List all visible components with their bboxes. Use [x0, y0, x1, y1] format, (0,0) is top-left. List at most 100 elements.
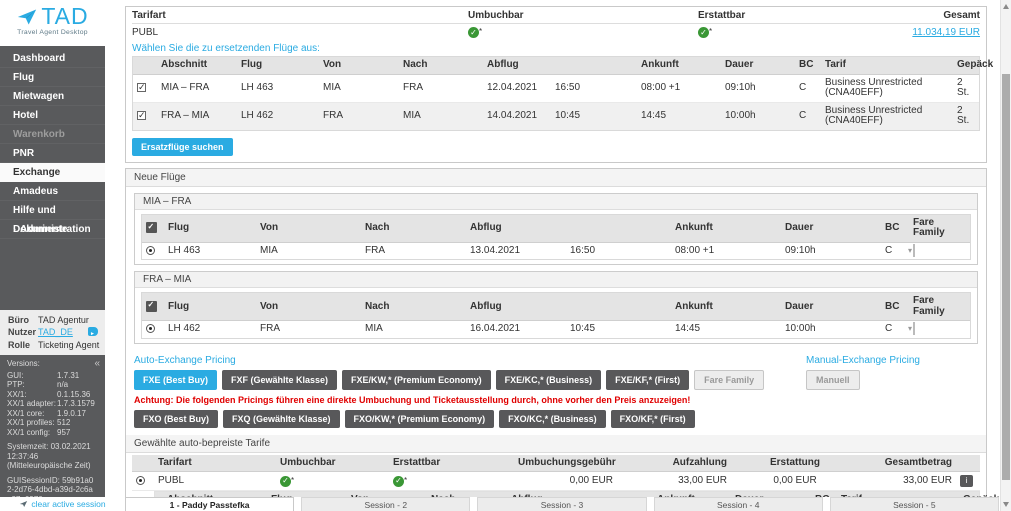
col-ankunft: Ankunft	[653, 492, 731, 497]
col-tarifart: Tarifart	[158, 456, 192, 468]
fare-family-select[interactable]	[913, 322, 915, 336]
col-fare-family: Fare Family	[913, 295, 945, 317]
gepaeck-cell: 2 St.	[957, 76, 970, 99]
scroll-up-arrow[interactable]	[1003, 4, 1009, 9]
footnote-asterisk: *	[709, 27, 713, 36]
fxe-kw-button[interactable]: FXE/KW,* (Premium Economy)	[342, 369, 491, 390]
select-flights-heading: Wählen Sie die zu ersetzenden Flüge aus:	[132, 43, 320, 55]
fxq-button[interactable]: FXQ (Gewählte Klasse)	[223, 409, 340, 428]
tarifart-cell: PUBL	[158, 475, 185, 487]
version-label: XX/1 config:	[7, 427, 51, 437]
version-label: XX/1 core:	[7, 408, 45, 418]
col-dauer: Dauer	[785, 300, 814, 312]
fxo-best-buy-button[interactable]: FXO (Best Buy)	[134, 409, 219, 428]
manual-exchange-pricing-title: Manual-Exchange Pricing	[806, 354, 920, 366]
session-tab-4[interactable]: Session - 4	[653, 497, 823, 511]
col-bc: BC	[811, 492, 837, 497]
switch-user-icon[interactable]	[88, 326, 98, 341]
system-time: Systemzeit: 03.02.2021 12:37:46 (Mittele…	[7, 442, 91, 470]
version-value: 957	[57, 427, 71, 437]
flug-cell: LH 463	[168, 244, 201, 256]
fare-summary-table: Tarifart Umbuchbar Erstattbar Gesamt PUB…	[126, 7, 986, 40]
user-link[interactable]: TAD_DE	[38, 327, 73, 337]
rolle-value: Ticketing Agent	[38, 339, 100, 350]
total-amount-link[interactable]: 11.034,19 EUR	[912, 27, 980, 39]
fare-radio[interactable]	[136, 476, 145, 486]
sidebar-item-mietwagen[interactable]: Mietwagen	[0, 87, 105, 106]
col-tarifart: Tarifart	[132, 7, 468, 24]
pricing-warning: Achtung: Die folgenden Pricings führen e…	[134, 394, 691, 405]
version-value: 0.1.15.36	[57, 389, 91, 399]
sidebar-item-hotel[interactable]: Hotel	[0, 106, 105, 125]
tarifart-value: PUBL	[132, 27, 159, 39]
abflug-datum-cell: 14.04.2021	[487, 109, 538, 121]
col-nach: Nach	[365, 300, 390, 312]
clear-active-session-link[interactable]: clear active session	[0, 497, 125, 511]
fxe-kc-button[interactable]: FXE/KC,* (Business)	[495, 369, 602, 390]
old-flights-table: Abschnitt Flug Von Nach Abflug Ankunft D…	[132, 56, 993, 131]
select-all-icon[interactable]	[146, 300, 157, 312]
flight-radio[interactable]	[146, 245, 155, 255]
fxo-kf-button[interactable]: FXO/KF,* (First)	[610, 409, 695, 428]
session-tab-5[interactable]: Session - 5	[829, 497, 1000, 511]
sidebar: TAD Travel Agent Desktop Dashboard Flug …	[0, 0, 105, 497]
clear-session-label: clear active session	[31, 499, 106, 509]
fare-details-icon[interactable]: i	[960, 475, 973, 488]
flight-radio[interactable]	[146, 324, 155, 334]
nutzer-label: Nutzer	[8, 327, 37, 337]
col-gesamt: Gesamt	[874, 7, 980, 24]
sidebar-item-hilfe[interactable]: Hilfe und Dokumente	[0, 201, 105, 235]
check-circle-icon: ✓	[468, 27, 479, 38]
sidebar-item-pnr[interactable]: PNR	[0, 144, 105, 163]
umbuchbar-value: ✓ *	[468, 24, 698, 40]
session-tab-2[interactable]: Session - 2	[301, 497, 471, 511]
sidebar-item-dashboard[interactable]: Dashboard	[0, 49, 105, 68]
session-tab-3[interactable]: Session - 3	[477, 497, 647, 511]
col-umbuchbar: Umbuchbar	[468, 7, 698, 24]
fxe-kf-button[interactable]: FXE/KF,* (First)	[606, 369, 690, 390]
gui-session-id: GUISessionID: 59b91a02-2d76-4dbd-a39d-2c…	[7, 476, 95, 498]
col-abflug: Abflug	[470, 300, 502, 312]
collapse-icon[interactable]: «	[94, 358, 100, 369]
sidebar-filler	[0, 239, 105, 310]
sidebar-item-amadeus[interactable]: Amadeus	[0, 182, 105, 201]
tarif-cell: Business Unrestricted (CNA40EFF)	[825, 104, 923, 127]
col-abschnitt: Abschnitt	[155, 492, 267, 497]
sidebar-item-flug[interactable]: Flug	[0, 68, 105, 87]
footnote-asterisk: *	[291, 475, 295, 485]
version-label: XX/1:	[7, 389, 27, 399]
search-replacement-flights-button[interactable]: Ersatzflüge suchen	[132, 137, 233, 156]
col-tarif: Tarif	[825, 59, 846, 71]
sidebar-item-administration[interactable]: › Administration	[0, 220, 105, 239]
fxf-button[interactable]: FXF (Gewählte Klasse)	[222, 369, 338, 390]
session-tab-1[interactable]: 1 - Paddy Passtefka	[125, 497, 295, 511]
buero-label: Büro	[8, 314, 29, 325]
scrollbar-thumb[interactable]	[1002, 74, 1010, 480]
ankunft-cell: 14:45	[675, 323, 701, 335]
sidebar-item-exchange[interactable]: Exchange	[0, 163, 105, 182]
scroll-down-arrow[interactable]	[1003, 502, 1009, 507]
fxe-best-buy-button[interactable]: FXE (Best Buy)	[134, 369, 218, 390]
clear-session-icon	[20, 501, 28, 507]
fare-family-select[interactable]	[913, 243, 915, 257]
check-circle-icon: ✓	[280, 475, 291, 487]
fxo-kc-button[interactable]: FXO/KC,* (Business)	[499, 409, 606, 428]
col-select	[132, 460, 154, 466]
fare-family-button: Fare Family	[694, 369, 765, 390]
selected-fare-row: PUBL ✓ * ✓ * 0,00 EUR 33,00 EUR 0,00 EUR 3…	[132, 472, 980, 492]
select-all-icon[interactable]	[146, 222, 157, 234]
col-umbuchungsgebuehr: Umbuchungsgebühr	[518, 456, 616, 468]
abschnitt-cell: MIA – FRA	[161, 81, 210, 93]
col-ankunft: Ankunft	[641, 59, 679, 71]
ankunft-cell: 08:00 +1	[641, 81, 681, 93]
footnote-asterisk: *	[479, 27, 483, 36]
fxo-kw-button[interactable]: FXO/KW,* (Premium Economy)	[344, 409, 495, 428]
col-bc: BC	[885, 300, 900, 312]
flight-checkbox[interactable]	[137, 110, 146, 120]
von-cell: FRA	[260, 323, 280, 335]
bc-cell: C	[885, 323, 893, 335]
vertical-scrollbar	[1000, 0, 1011, 511]
flight-checkbox[interactable]	[137, 82, 146, 92]
col-abflug: Abflug	[507, 492, 583, 497]
